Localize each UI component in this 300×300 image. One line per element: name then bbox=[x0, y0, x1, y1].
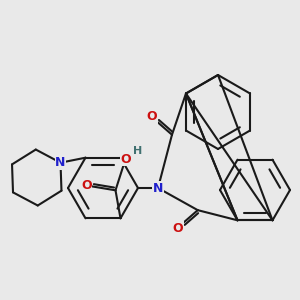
Text: N: N bbox=[153, 182, 163, 194]
Text: O: O bbox=[172, 222, 183, 235]
Text: O: O bbox=[81, 179, 92, 192]
Text: O: O bbox=[147, 110, 157, 123]
Text: N: N bbox=[55, 156, 66, 169]
Text: O: O bbox=[120, 153, 131, 166]
Text: N: N bbox=[55, 156, 66, 169]
Text: H: H bbox=[133, 146, 142, 156]
